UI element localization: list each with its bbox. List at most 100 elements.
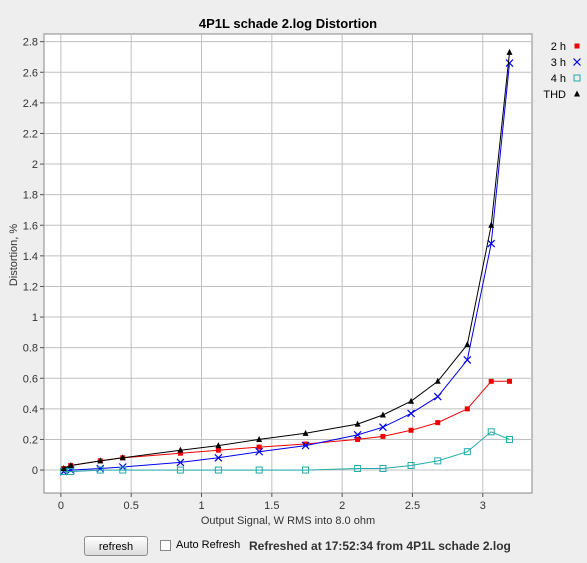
data-point-3h	[255, 447, 264, 456]
y-tick-label: 1	[32, 312, 38, 324]
data-point-3h	[379, 423, 387, 432]
marker-stroke	[433, 392, 442, 401]
data-point-4h	[214, 466, 222, 474]
bottom-toolbar: refresh Auto Refresh Refreshed at 17:52:…	[0, 530, 587, 563]
data-point-4h	[505, 435, 513, 443]
marker-stroke	[487, 239, 496, 248]
refresh-button[interactable]: refresh	[84, 536, 148, 556]
data-point-2h	[488, 378, 494, 384]
data-point-thd	[60, 465, 67, 472]
data-point-3h	[59, 467, 68, 476]
y-tick-label: 0.8	[23, 343, 38, 355]
marker-stroke	[505, 59, 514, 67]
y-tick-label: 1.8	[23, 190, 38, 202]
axis-layer: 0 0.5 1 1.5 2 2.5 3 0 0.2 0.4 0.6 0.8 1 1.2 1.4 1.6 1.8 2…	[23, 37, 486, 512]
data-point-4h	[407, 461, 415, 469]
data-point-4h	[379, 465, 387, 473]
y-tick-label: 2.6	[23, 67, 38, 79]
data-point-2h	[355, 436, 361, 442]
data-point-thd	[97, 457, 104, 464]
y-tick-label: 2.2	[23, 128, 38, 140]
data-point-3h	[433, 392, 442, 401]
y-tick-label: 1.4	[23, 251, 38, 263]
y-tick-label: 2.4	[23, 98, 38, 110]
marker-stroke	[573, 58, 581, 66]
y-tick-label: 2	[32, 159, 38, 171]
legend-label: 2 h	[551, 41, 566, 53]
marker-stroke	[176, 458, 185, 467]
data-point-3h	[407, 409, 415, 418]
data-point-2h	[215, 447, 221, 453]
marker-stroke	[301, 441, 310, 450]
x-tick-label: 0.5	[124, 500, 139, 512]
x-tick-label: 0	[58, 500, 64, 512]
marker-stroke	[59, 467, 68, 476]
marker-stroke	[255, 447, 264, 456]
data-point-thd	[434, 377, 441, 384]
data-point-thd	[488, 221, 495, 228]
auto-refresh-label: Auto Refresh	[176, 539, 241, 551]
data-point-4h	[302, 466, 310, 474]
legend-marker	[573, 58, 581, 66]
x-tick-label: 2.5	[405, 500, 420, 512]
data-point-4h	[354, 465, 362, 473]
y-tick-label: 1.2	[23, 281, 38, 293]
data-point-4h	[487, 428, 495, 436]
x-tick-label: 3	[480, 500, 486, 512]
data-point-4h	[96, 466, 104, 474]
data-point-3h	[214, 453, 223, 462]
data-point-thd	[302, 429, 309, 436]
y-tick-label: 0.4	[23, 404, 38, 416]
data-point-thd	[215, 442, 222, 449]
x-tick-label: 1	[198, 500, 204, 512]
x-tick-label: 1.5	[264, 500, 279, 512]
marker-stroke	[379, 423, 387, 432]
legend-marker	[573, 74, 581, 82]
auto-refresh-checkbox[interactable]	[160, 540, 171, 551]
legend-marker	[574, 43, 580, 49]
legend-label: 3 h	[551, 57, 566, 69]
data-point-thd	[379, 411, 386, 418]
x-axis-label: Output Signal, W RMS into 8.0 ohm	[201, 515, 375, 527]
data-point-3h	[96, 464, 105, 473]
y-axis-label: Distortion, %	[8, 224, 20, 287]
data-point-2h	[177, 450, 183, 456]
data-point-4h	[67, 468, 75, 476]
data-point-4h	[434, 457, 442, 465]
data-point-4h	[463, 448, 471, 456]
y-tick-label: 1.6	[23, 220, 38, 232]
grid-lines	[44, 34, 532, 493]
data-point-4h	[176, 466, 184, 474]
series-line-4h	[63, 431, 510, 473]
y-tick-label: 0.2	[23, 434, 38, 446]
data-point-3h	[505, 59, 514, 67]
marker-stroke	[407, 409, 415, 418]
data-point-2h	[506, 378, 512, 384]
marker-stroke	[214, 453, 223, 462]
data-point-thd	[177, 446, 184, 453]
data-point-thd	[256, 435, 263, 442]
legend-marker	[574, 90, 580, 97]
data-point-2h	[256, 444, 262, 450]
data-point-4h	[255, 466, 263, 474]
data-point-2h	[464, 406, 470, 412]
data-point-3h	[176, 458, 185, 467]
data-point-thd	[506, 48, 513, 55]
distortion-chart: 0 0.5 1 1.5 2 2.5 3 0 0.2 0.4 0.6 0.8 1 1.2 1.4 1.6 1.8 2…	[8, 16, 581, 527]
data-point-thd	[119, 454, 126, 461]
data-point-3h	[353, 430, 362, 439]
data-point-thd	[67, 461, 74, 468]
x-tick-label: 2	[339, 500, 345, 512]
status-text: Refreshed at 17:52:34 from 4P1L schade 2…	[249, 539, 511, 553]
data-point-2h	[408, 427, 414, 433]
data-point-4h	[119, 466, 127, 474]
legend-label: THD	[543, 89, 566, 101]
data-point-2h	[303, 441, 309, 447]
marker-stroke	[96, 464, 105, 473]
data-point-2h	[435, 420, 441, 426]
y-tick-label: 0	[32, 465, 38, 477]
marker-stroke	[353, 430, 362, 439]
data-point-thd	[408, 397, 415, 404]
data-point-2h	[380, 433, 386, 439]
data-point-3h	[463, 355, 472, 364]
